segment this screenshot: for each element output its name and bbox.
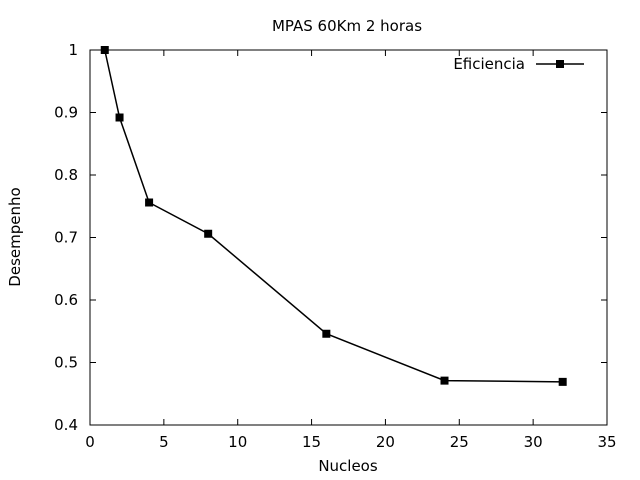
data-point xyxy=(100,46,109,54)
chart-title: MPAS 60Km 2 horas xyxy=(272,17,422,35)
data-point xyxy=(322,329,331,338)
data-point xyxy=(145,198,154,207)
x-tick-label: 25 xyxy=(450,433,469,451)
data-point xyxy=(558,377,567,386)
series-line xyxy=(104,49,563,383)
y-tick-label: 0.4 xyxy=(54,416,78,434)
x-tick-label: 30 xyxy=(524,433,543,451)
x-tick-label: 5 xyxy=(159,433,169,451)
x-tick-label: 10 xyxy=(228,433,247,451)
data-point xyxy=(440,376,449,385)
y-axis-label: Desempenho xyxy=(6,187,24,286)
x-tick-label: 15 xyxy=(302,433,321,451)
x-tick-label: 20 xyxy=(376,433,395,451)
y-tick-label: 0.7 xyxy=(54,229,78,247)
data-point xyxy=(115,113,124,122)
x-tick-label: 0 xyxy=(85,433,95,451)
y-tick-label: 0.8 xyxy=(54,166,78,184)
y-tick-label: 1 xyxy=(68,41,78,59)
legend-label: Eficiencia xyxy=(453,55,525,73)
plot-frame xyxy=(89,49,608,426)
y-tick-label: 0.9 xyxy=(54,104,78,122)
y-tick-label: 0.6 xyxy=(54,291,78,309)
y-tick-label: 0.5 xyxy=(54,354,78,372)
legend-marker xyxy=(556,60,564,68)
x-tick-label: 35 xyxy=(597,433,616,451)
data-point xyxy=(204,229,213,238)
x-axis-label: Nucleos xyxy=(318,457,378,475)
